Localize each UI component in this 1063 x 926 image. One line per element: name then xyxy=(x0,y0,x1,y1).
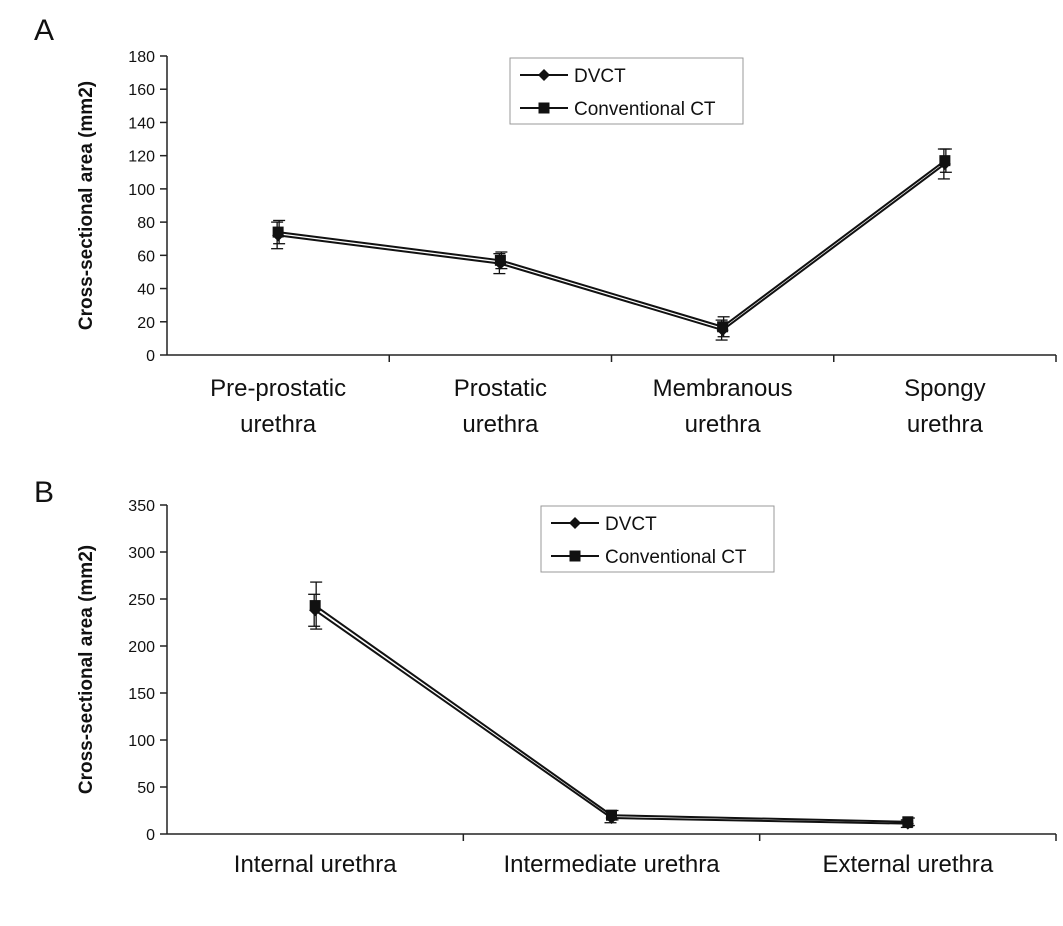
series-dvct xyxy=(308,593,914,830)
y-tick-label: 100 xyxy=(128,182,155,199)
legend-marker xyxy=(538,69,550,81)
legend-marker xyxy=(569,550,581,562)
y-tick-label: 0 xyxy=(146,827,155,844)
legend-label: Conventional CT xyxy=(605,547,747,568)
data-point xyxy=(606,809,617,821)
series-line xyxy=(314,609,908,825)
legend-marker xyxy=(538,102,550,114)
series-line xyxy=(277,163,946,332)
x-tick-label: External urethra xyxy=(822,851,993,878)
legend-label: DVCT xyxy=(605,514,657,535)
data-point xyxy=(939,155,951,167)
y-tick-label: 80 xyxy=(137,215,155,232)
y-tick-label: 200 xyxy=(128,639,155,656)
legend-box xyxy=(540,505,775,573)
y-tick-label: 60 xyxy=(137,248,155,265)
data-point xyxy=(717,321,729,333)
chart-panel-b: B 0 50 100 150 200 250 300 350 Internal urethra In… xyxy=(34,476,1057,878)
y-tick-label: 180 xyxy=(128,49,155,66)
y-tick-label: 20 xyxy=(137,315,155,332)
series-line xyxy=(314,604,908,823)
chart-panel-a: A 0 20 40 60 80 100 120 140 160 180 Pre-prostatic ur… xyxy=(34,14,1057,438)
x-tick-label: Intermediate urethra xyxy=(503,851,720,878)
y-tick-label: 50 xyxy=(137,780,155,797)
x-tick-label: Prostatic xyxy=(454,375,547,402)
legend: DVCT Conventional CT xyxy=(509,57,744,125)
y-tick-label: 140 xyxy=(128,115,155,132)
y-tick-label: 40 xyxy=(137,282,155,299)
x-tick-label: urethra xyxy=(907,411,984,438)
y-tick-label: 120 xyxy=(128,149,155,166)
legend-label: Conventional CT xyxy=(574,99,716,120)
y-axis-label: Cross-sectional area (mm2) xyxy=(76,545,97,794)
data-point xyxy=(902,816,914,828)
panel-label: A xyxy=(34,14,54,47)
y-tick-label: 150 xyxy=(128,686,155,703)
y-tick-label: 250 xyxy=(128,592,155,609)
x-tick-label: urethra xyxy=(240,411,317,438)
x-tick-label: Internal urethra xyxy=(234,851,397,878)
y-tick-label: 0 xyxy=(146,348,155,365)
y-tick-label: 100 xyxy=(128,733,155,750)
legend-label: DVCT xyxy=(574,66,626,87)
x-tick-label: Pre-prostatic xyxy=(210,375,346,402)
panel-label: B xyxy=(34,476,54,509)
series-conventional-ct xyxy=(309,581,915,828)
data-point xyxy=(272,226,284,238)
y-axis-label: Cross-sectional area (mm2) xyxy=(76,81,97,330)
x-tick-label: urethra xyxy=(685,411,762,438)
data-point xyxy=(309,600,321,612)
x-tick-label: urethra xyxy=(462,411,539,438)
series-conventional-ct xyxy=(272,148,952,338)
x-tick-label: Membranous xyxy=(653,375,793,402)
y-tick-label: 300 xyxy=(128,545,155,562)
data-point xyxy=(494,254,506,266)
legend-marker xyxy=(569,517,581,529)
x-tick-label: Spongy xyxy=(904,375,985,402)
y-tick-label: 350 xyxy=(128,498,155,515)
legend: DVCT Conventional CT xyxy=(540,505,775,573)
y-tick-label: 160 xyxy=(128,82,155,99)
series-line xyxy=(277,159,946,328)
